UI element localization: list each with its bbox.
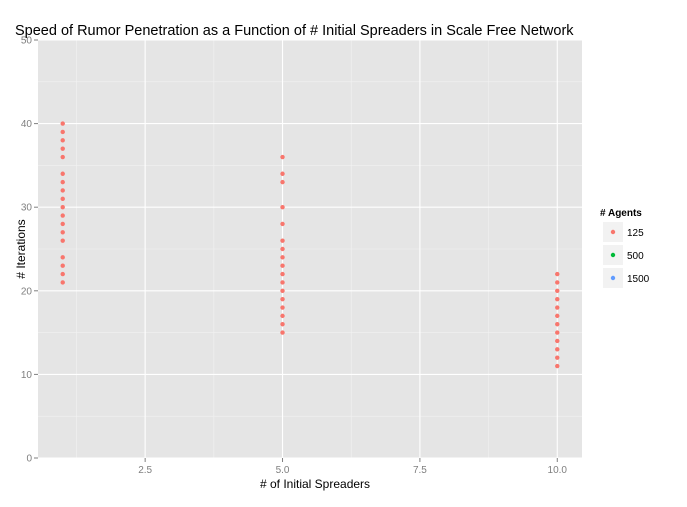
x-axis-label: # of Initial Spreaders — [260, 477, 370, 491]
legend-key-marker — [610, 275, 616, 281]
data-point — [60, 238, 65, 243]
y-tick-label: 30 — [21, 203, 33, 214]
data-point — [60, 196, 65, 202]
data-point — [280, 255, 285, 260]
data-point — [280, 171, 285, 176]
data-point — [555, 296, 560, 302]
y-tick-label: 50 — [21, 36, 33, 47]
data-points — [60, 121, 560, 369]
data-point — [555, 347, 560, 352]
data-point — [555, 338, 560, 344]
data-point — [60, 121, 65, 126]
legend-label: 125 — [627, 228, 644, 239]
data-point — [60, 154, 65, 160]
legend-key-marker — [610, 252, 616, 258]
data-point — [60, 146, 65, 151]
data-point — [555, 305, 560, 310]
data-point — [60, 221, 65, 227]
legend-label: 1500 — [627, 274, 650, 285]
data-point — [60, 171, 65, 176]
data-point — [280, 221, 285, 227]
data-point — [280, 305, 285, 310]
data-point — [280, 271, 285, 277]
legend-key-marker — [610, 229, 616, 235]
data-point — [280, 330, 285, 335]
data-point — [60, 205, 65, 210]
data-point — [60, 230, 65, 235]
y-axis-label: # Iterations — [14, 219, 28, 278]
y-tick-label: 0 — [26, 454, 32, 465]
data-point — [280, 313, 285, 319]
y-tick-label: 40 — [21, 119, 33, 130]
data-point — [60, 213, 65, 218]
data-point — [280, 154, 285, 160]
data-point — [60, 138, 65, 143]
data-point — [60, 271, 65, 277]
x-tick-label: 7.5 — [413, 465, 427, 476]
legend: # Agents 125 500 1500 — [600, 208, 650, 288]
grid-minor — [38, 40, 582, 458]
data-point — [555, 313, 560, 319]
legend-title: # Agents — [600, 208, 642, 219]
data-point — [280, 280, 285, 285]
data-point — [555, 355, 560, 360]
data-point — [280, 322, 285, 327]
data-point — [280, 296, 285, 302]
data-point — [280, 205, 285, 210]
data-point — [60, 255, 65, 260]
data-point — [60, 179, 65, 185]
data-point — [280, 246, 285, 252]
y-tick-label: 20 — [21, 286, 33, 297]
data-point — [60, 129, 65, 135]
data-point — [280, 288, 285, 293]
data-point — [555, 322, 560, 327]
data-point — [555, 363, 560, 369]
data-point — [555, 271, 560, 277]
data-point — [555, 330, 560, 335]
data-point — [555, 288, 560, 293]
data-point — [60, 263, 65, 268]
x-axis-ticks: 2.5 5.0 7.5 10.0 — [138, 458, 567, 476]
data-point — [60, 188, 65, 193]
legend-label: 500 — [627, 251, 644, 262]
data-point — [280, 238, 285, 243]
data-point — [280, 263, 285, 268]
x-tick-label: 2.5 — [138, 465, 152, 476]
x-tick-label: 5.0 — [276, 465, 290, 476]
y-axis-ticks: 0 10 20 30 40 50 — [21, 36, 38, 465]
data-point — [60, 280, 65, 285]
legend-keys: 125 500 1500 — [603, 222, 650, 288]
x-tick-label: 10.0 — [548, 465, 568, 476]
y-tick-label: 10 — [21, 370, 33, 381]
chart-title: Speed of Rumor Penetration as a Function… — [15, 23, 574, 39]
data-point — [280, 179, 285, 185]
data-point — [555, 280, 560, 285]
